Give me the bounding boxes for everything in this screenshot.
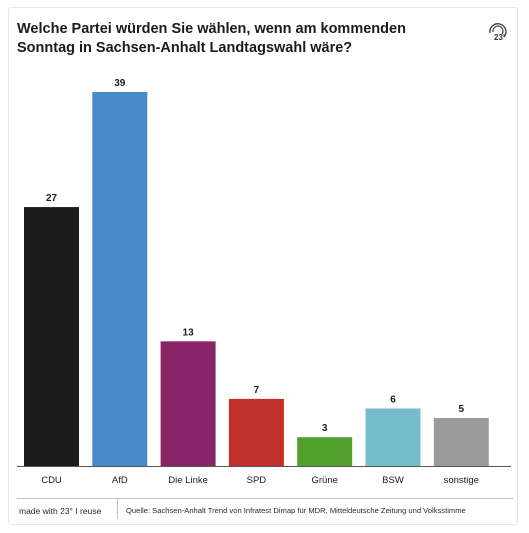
category-label: sonstige xyxy=(444,475,479,486)
category-label: AfD xyxy=(112,475,128,486)
bar-bsw[interactable] xyxy=(365,408,421,466)
category-label: SPD xyxy=(247,475,267,486)
bar-grüne[interactable] xyxy=(297,437,353,466)
bar-die-linke[interactable] xyxy=(160,341,216,466)
chart-title: Welche Partei würden Sie wählen, wenn am… xyxy=(17,21,406,56)
made-with-reuse-link[interactable]: made with 23° I reuse xyxy=(19,506,102,516)
footer: made with 23° I reuse Quelle: Sachsen-An… xyxy=(17,498,513,519)
chart-card: Welche Partei würden Sie wählen, wenn am… xyxy=(8,7,518,525)
data-label: 6 xyxy=(390,394,396,405)
category-label: CDU xyxy=(41,475,62,486)
data-label: 3 xyxy=(322,423,328,434)
bar-sonstige[interactable] xyxy=(433,418,489,466)
logo-text: 23° xyxy=(494,33,506,42)
logo-23-degrees-icon: 23° xyxy=(489,23,507,42)
data-label: 27 xyxy=(46,193,58,204)
category-label: BSW xyxy=(382,475,404,486)
category-label: Grüne xyxy=(311,475,337,486)
category-label: Die Linke xyxy=(168,475,208,486)
data-label: 7 xyxy=(254,385,260,396)
bar-spd[interactable] xyxy=(228,398,284,466)
bar-cdu[interactable] xyxy=(24,207,79,467)
data-label: 39 xyxy=(114,78,126,89)
bar-afd[interactable] xyxy=(92,92,148,466)
bar-chart: 27 CDU 39 AfD 13 Die Linke 7 SPD 3 Grüne 6 BSW 5 sons… xyxy=(17,78,511,486)
data-label: 13 xyxy=(183,327,195,338)
source-note: Quelle: Sachsen-Anhalt Trend von Infrate… xyxy=(126,506,466,515)
footer-divider xyxy=(117,499,118,519)
data-label: 5 xyxy=(459,404,465,415)
